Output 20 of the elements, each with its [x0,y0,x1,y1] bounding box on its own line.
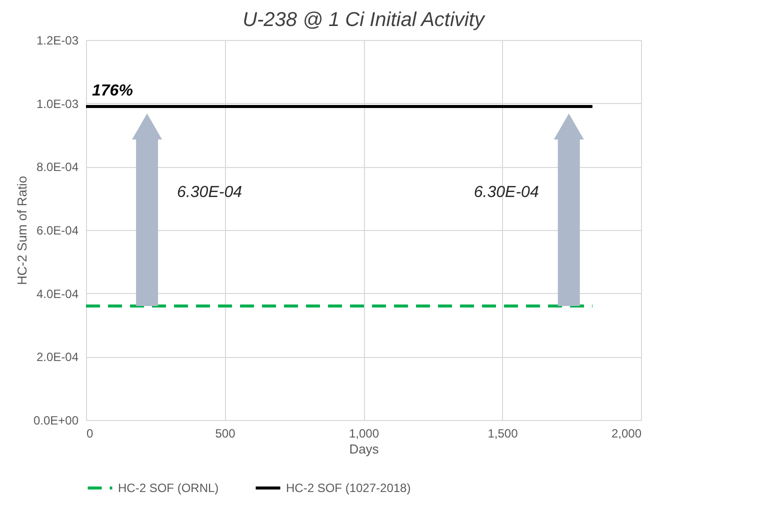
x-tick-label: 500 [215,426,236,440]
y-tick-label: 8.0E-04 [36,160,79,174]
annotation: 176% [92,82,133,100]
annotation: 6.30E-04 [177,184,242,201]
x-tick-label: 1,500 [488,426,518,440]
y-tick-label: 0.0E+00 [33,414,79,428]
y-tick-label: 1.0E-03 [36,96,79,111]
y-tick-label: 4.0E-04 [36,286,79,301]
x-tick-label: 0 [86,426,94,440]
legend-label: HC-2 SOF (ORNL) [118,481,219,495]
y-tick-label: 2.0E-04 [36,350,79,364]
chart-title: U-238 @ 1 Ci Initial Activity [242,9,486,31]
x-tick-label: 2,000 [611,426,642,440]
annotation: 6.30E-04 [474,184,539,201]
x-tick-label: 1,000 [348,426,380,440]
y-tick-label: 6.0E-04 [36,224,79,238]
x-axis-title: Days [349,442,380,456]
legend-label: HC-2 SOF (1027-2018) [286,481,411,495]
y-tick-label: 1.2E-03 [36,34,79,48]
y-axis-title: HC-2 Sum of Ratio [14,176,30,286]
